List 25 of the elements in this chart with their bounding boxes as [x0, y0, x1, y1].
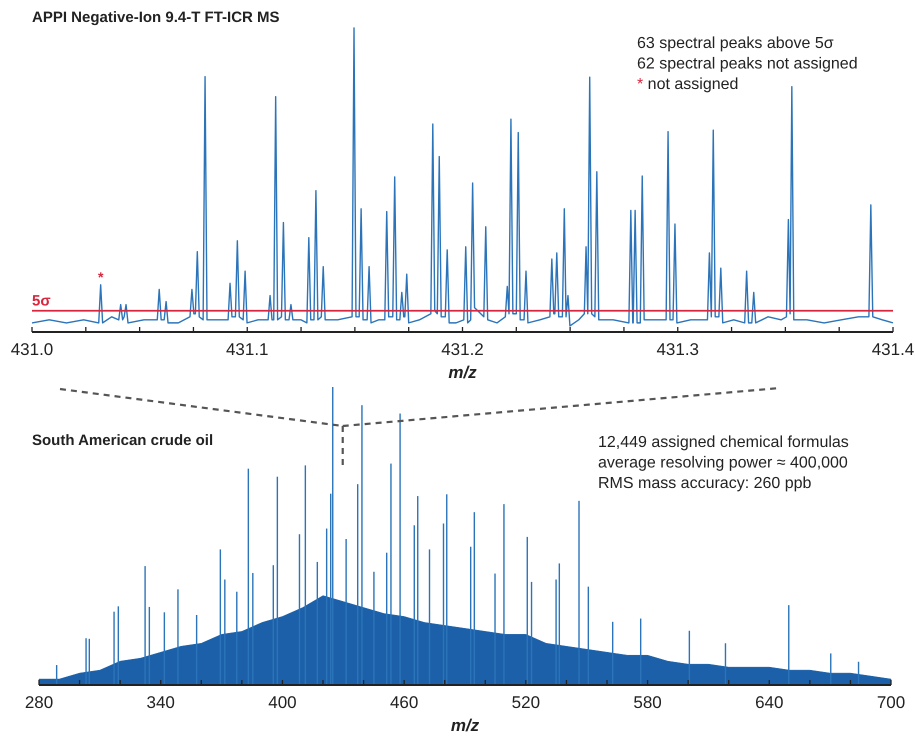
x-axis-title: m/z — [448, 363, 478, 382]
x-tick-label: 280 — [24, 693, 54, 712]
x-tick-label: 431.1 — [226, 340, 269, 359]
ref-line-label: 5σ — [32, 292, 51, 310]
x-tick-label: 431.0 — [10, 340, 54, 359]
annotation: 12,449 assigned chemical formulas — [598, 434, 849, 451]
x-tick-label: 431.4 — [872, 340, 914, 359]
x-tick-label: 580 — [633, 693, 662, 712]
x-tick-label: 640 — [755, 693, 784, 712]
annotation: 62 spectral peaks not assigned — [637, 56, 858, 72]
annotation: * — [98, 268, 104, 285]
x-tick-label: 400 — [268, 693, 297, 712]
x-tick-label: 340 — [146, 693, 175, 712]
x-axis-title: m/z — [450, 716, 480, 735]
chart-title: APPI Negative-Ion 9.4-T FT-ICR MS — [32, 9, 280, 26]
x-tick-label: 431.3 — [656, 340, 700, 359]
annotation: 63 spectral peaks above 5σ — [637, 35, 834, 52]
x-tick-label: 520 — [512, 693, 540, 712]
x-tick-label: 460 — [390, 693, 418, 712]
text: South American crude oil — [32, 432, 214, 449]
annotation: average resolving power ≈ 400,000 — [598, 454, 848, 472]
annotation: RMS mass accuracy: 260 ppb — [598, 475, 812, 492]
annotation: * not assigned — [637, 76, 738, 93]
x-tick-label: 700 — [876, 693, 906, 712]
x-tick-label: 431.2 — [441, 340, 484, 359]
